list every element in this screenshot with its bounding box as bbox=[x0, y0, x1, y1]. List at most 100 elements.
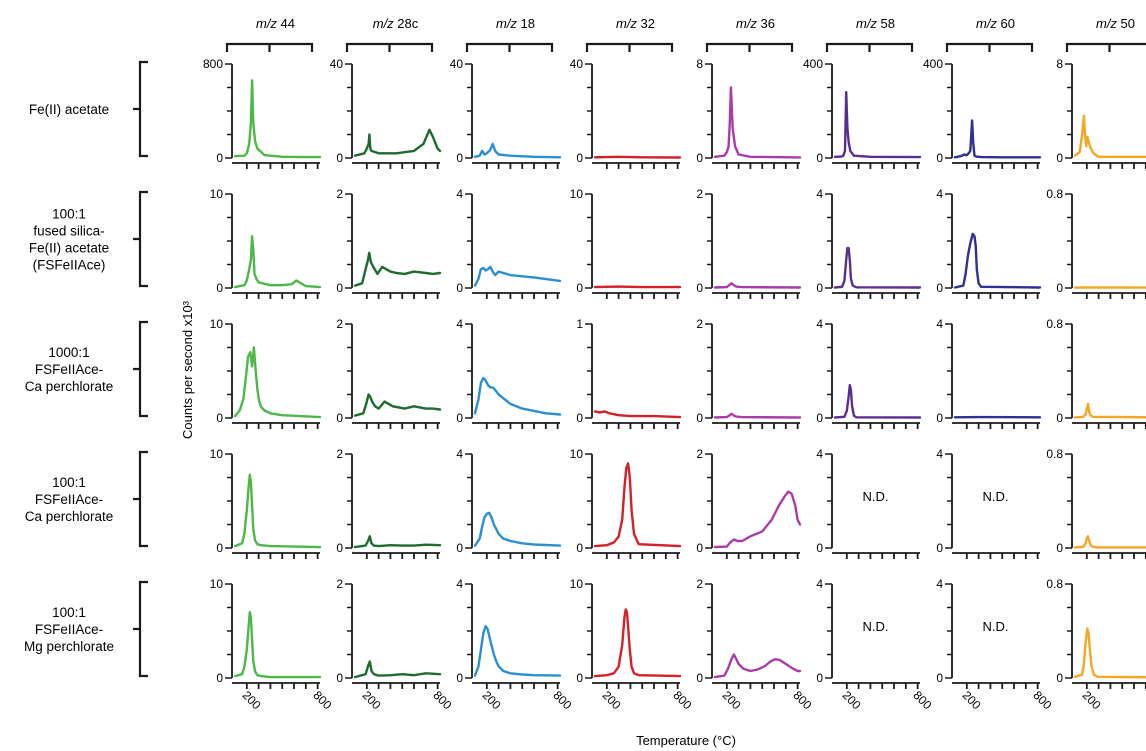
panel-r1-mz-50: 80 bbox=[1056, 57, 1146, 169]
row-label-line: 100:1 bbox=[52, 475, 86, 490]
mz-value: 60 bbox=[997, 16, 1015, 31]
panel-r4-mz-28c: 20 bbox=[336, 447, 442, 559]
x-tick-label-800: 800 bbox=[1030, 688, 1054, 712]
y-tick-label-max: 4 bbox=[816, 577, 823, 591]
y-axis-title: Counts per second x10³ bbox=[180, 300, 195, 439]
y-tick-label-max: 10 bbox=[210, 317, 224, 331]
y-tick-label-max: 40 bbox=[450, 57, 464, 71]
y-tick-label-max: 10 bbox=[210, 577, 224, 591]
y-tick-label-zero: 0 bbox=[456, 541, 463, 555]
row-label-line: FSFeIIAce- bbox=[35, 362, 103, 377]
y-tick-label-zero: 0 bbox=[696, 541, 703, 555]
panel-r3-mz-58: 40 bbox=[816, 317, 922, 429]
y-tick-label-zero: 0 bbox=[216, 541, 223, 555]
y-tick-label-zero: 0 bbox=[816, 411, 823, 425]
series-line-mz-50 bbox=[1073, 402, 1146, 419]
column-header-mz-44: m/z 44 bbox=[256, 16, 295, 31]
not-detected-label: N.D. bbox=[983, 489, 1009, 504]
panel-r2-mz-58: 40 bbox=[816, 187, 922, 299]
mz-prefix: m/z bbox=[736, 16, 757, 31]
column-header-mz-60: m/z 60 bbox=[976, 16, 1015, 31]
mz-prefix: m/z bbox=[256, 16, 277, 31]
panel-r4-mz-50: 0.80 bbox=[1046, 447, 1146, 559]
row-bracket bbox=[133, 580, 148, 678]
y-tick-label-max: 4 bbox=[816, 447, 823, 461]
y-tick-label-zero: 0 bbox=[216, 281, 223, 295]
column-header-mz-58: m/z 58 bbox=[856, 16, 895, 31]
panel-r5-mz-18: 4 0 200 800 bbox=[456, 577, 574, 712]
mz-prefix: m/z bbox=[976, 16, 997, 31]
series-line-mz-18 bbox=[473, 265, 562, 287]
panel-r3-mz-44: 10 0 bbox=[210, 317, 322, 429]
y-tick-label-zero: 0 bbox=[216, 671, 223, 685]
panel-r5-mz-50: 0.80200800 bbox=[1046, 577, 1146, 712]
series-line-mz-32 bbox=[593, 608, 682, 678]
series-line-mz-18 bbox=[473, 376, 562, 416]
y-tick-label-max: 2 bbox=[336, 577, 343, 591]
y-tick-label-max: 4 bbox=[456, 577, 463, 591]
series-line-mz-36 bbox=[713, 412, 802, 419]
panel-r1-mz-18: 40 0 bbox=[450, 57, 562, 169]
panel-r4-mz-32: 10 0 bbox=[570, 447, 682, 559]
mz-value: 18 bbox=[517, 16, 535, 31]
series-line-mz-44 bbox=[233, 235, 322, 289]
y-tick-label-zero: 0 bbox=[936, 541, 943, 555]
y-tick-label-zero: 0 bbox=[336, 541, 343, 555]
series-line-mz-60 bbox=[953, 232, 1042, 289]
y-tick-label-zero: 0 bbox=[936, 281, 943, 295]
x-tick-label-800: 800 bbox=[430, 688, 454, 712]
x-tick-label-200: 200 bbox=[360, 688, 384, 712]
row-bracket bbox=[133, 190, 148, 288]
column-bracket bbox=[225, 42, 314, 52]
row-label-line: Fe(II) acetate bbox=[29, 241, 109, 256]
y-tick-label-max: 4 bbox=[936, 317, 943, 331]
y-tick-label-zero: 0 bbox=[1056, 411, 1063, 425]
row-bracket bbox=[133, 450, 148, 548]
series-line-mz-58 bbox=[833, 91, 922, 159]
mz-value: 32 bbox=[637, 16, 655, 31]
series-line-mz-58 bbox=[833, 383, 922, 419]
series-line-mz-28c bbox=[353, 535, 442, 549]
mz-prefix: m/z bbox=[496, 16, 517, 31]
y-tick-label-max: 1 bbox=[576, 317, 583, 331]
column-bracket bbox=[345, 42, 434, 52]
y-tick-label-zero: 0 bbox=[696, 671, 703, 685]
row-label-line: 1000:1 bbox=[48, 345, 89, 360]
not-detected-label: N.D. bbox=[863, 619, 889, 634]
y-tick-label-max: 40 bbox=[330, 57, 344, 71]
series-line-mz-32 bbox=[593, 285, 682, 289]
y-tick-label-max: 2 bbox=[696, 447, 703, 461]
y-tick-label-zero: 0 bbox=[696, 411, 703, 425]
row-bracket bbox=[133, 320, 148, 418]
panel-r2-mz-18: 40 bbox=[456, 187, 562, 299]
panel-grid: 8000400400400804000400080100204010020404… bbox=[203, 57, 1146, 712]
y-tick-label-max: 0.8 bbox=[1046, 187, 1063, 201]
not-detected-label: N.D. bbox=[983, 619, 1009, 634]
mz-prefix: m/z bbox=[1096, 16, 1117, 31]
x-tick-label-800: 800 bbox=[670, 688, 694, 712]
series-line-mz-32 bbox=[593, 462, 682, 548]
series-line-mz-50 bbox=[1073, 535, 1146, 549]
y-tick-label-max: 2 bbox=[336, 317, 343, 331]
panel-r2-mz-28c: 20 bbox=[336, 187, 442, 299]
row-label-line: FSFeIIAce- bbox=[35, 622, 103, 637]
row-labels: Fe(II) acetate 100:1 fused silica- Fe(II) a… bbox=[24, 60, 148, 678]
y-tick-label-zero: 0 bbox=[216, 151, 223, 165]
series-line-mz-36 bbox=[713, 653, 802, 679]
series-line-mz-44 bbox=[233, 611, 322, 679]
x-tick-label-800: 800 bbox=[550, 688, 574, 712]
x-tick-label-200: 200 bbox=[720, 688, 744, 712]
x-tick-label-200: 200 bbox=[480, 688, 504, 712]
y-tick-label-zero: 0 bbox=[336, 151, 343, 165]
panel-r5-mz-60: 4 0 200 800 N.D. bbox=[936, 577, 1054, 712]
row-label-line: fused silica- bbox=[33, 224, 104, 239]
y-tick-label-max: 10 bbox=[570, 447, 584, 461]
mz-value: 58 bbox=[877, 16, 895, 31]
y-tick-label-max: 0.8 bbox=[1046, 317, 1063, 331]
y-tick-label-max: 2 bbox=[696, 187, 703, 201]
y-tick-label-zero: 0 bbox=[1056, 151, 1063, 165]
y-tick-label-zero: 0 bbox=[1056, 671, 1063, 685]
mz-value: 50 bbox=[1117, 16, 1135, 31]
panel-r5-mz-44: 10 0 200 800 bbox=[210, 577, 335, 712]
